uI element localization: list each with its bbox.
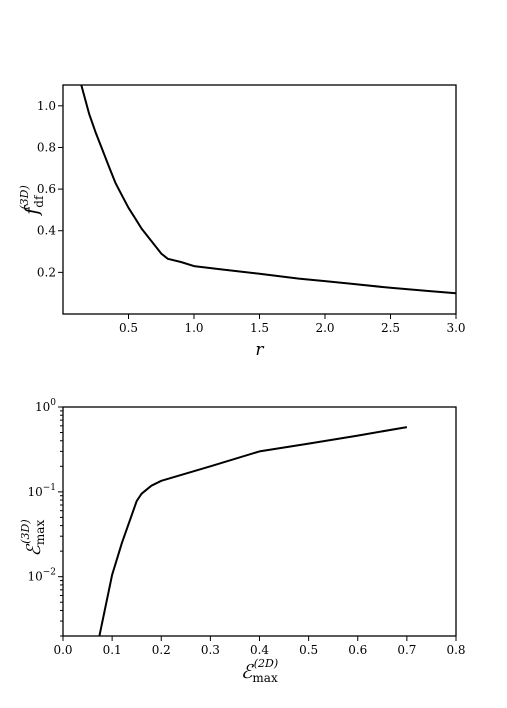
top-x-tick-label: 0.5	[119, 321, 138, 335]
bottom-x-tick-label: 0.6	[348, 643, 367, 657]
top-plot-frame	[62, 84, 457, 315]
top-y-label-base: f	[21, 205, 43, 217]
top-x-tick-label: 1.0	[184, 321, 203, 335]
top-x-axis-label: r	[255, 340, 264, 360]
bottom-x-label-sup: (2D)	[254, 657, 278, 670]
top-x-tick-label: 3.0	[446, 321, 465, 335]
top-x-tick-label: 2.5	[381, 321, 400, 335]
bottom-x-tick-label: 0.7	[397, 643, 416, 657]
top-y-tick-label: 1.0	[37, 99, 56, 113]
top-x-ticks: 0.5 1.0 1.5 2.0 2.5 3.0	[119, 314, 466, 335]
bottom-plot-frame	[62, 406, 457, 637]
top-y-tick-label: 0.4	[37, 224, 56, 238]
top-x-tick-label: 1.5	[250, 321, 269, 335]
top-chart: 0.5 1.0 1.5 2.0 2.5 3.0 0.2 0.4 0.6 0.8 1.0 r fdf…	[18, 84, 466, 360]
top-y-label-sup: (3D)	[18, 185, 31, 209]
bottom-y-axis-label: ℰmax(3D)	[19, 519, 47, 556]
bottom-series-line	[98, 426, 408, 637]
bottom-x-tick-label: 0.8	[446, 643, 465, 657]
bottom-y-ticks: 100 10−1 10−2	[27, 398, 63, 637]
top-y-ticks: 0.2 0.4 0.6 0.8 1.0	[37, 99, 63, 279]
bottom-x-tick-label: 0.4	[250, 643, 269, 657]
top-y-tick-label: 0.6	[37, 182, 56, 196]
bottom-x-label-base: ℰ	[241, 661, 255, 683]
bottom-x-axis-label: ℰmax(2D)	[241, 657, 278, 685]
bottom-x-tick-label: 0.1	[103, 643, 122, 657]
bottom-chart: 0.0 0.1 0.2 0.3 0.4 0.5 0.6 0.7 0.8 10010−110−2 …	[19, 398, 466, 685]
bottom-y-tick-label: 10−2	[27, 568, 56, 584]
bottom-y-tick-label: 10−1	[27, 483, 56, 499]
bottom-x-tick-label: 0.2	[152, 643, 171, 657]
bottom-x-label-sub: max	[252, 671, 278, 685]
bottom-y-label-base: ℰ	[23, 543, 45, 557]
bottom-x-tick-label: 0.3	[201, 643, 220, 657]
top-y-tick-label: 0.8	[37, 140, 56, 154]
bottom-y-label-sup: (3D)	[19, 519, 32, 543]
svg-text:fdf(3D): fdf(3D)	[18, 185, 46, 217]
bottom-x-tick-label: 0.5	[299, 643, 318, 657]
bottom-y-tick-label: 100	[35, 398, 56, 414]
top-y-label-sub: df	[32, 194, 46, 208]
bottom-x-ticks: 0.0 0.1 0.2 0.3 0.4 0.5 0.6 0.7 0.8	[53, 636, 466, 657]
top-series-line	[80, 84, 457, 295]
top-y-axis-label: fdf(3D)	[18, 185, 46, 217]
top-y-tick-label: 0.2	[37, 265, 56, 279]
svg-text:ℰmax(3D): ℰmax(3D)	[19, 519, 47, 556]
bottom-x-tick-label: 0.0	[53, 643, 72, 657]
bottom-y-label-sub: max	[33, 520, 47, 546]
top-x-tick-label: 2.0	[315, 321, 334, 335]
svg-text:ℰmax(2D): ℰmax(2D)	[241, 657, 278, 685]
